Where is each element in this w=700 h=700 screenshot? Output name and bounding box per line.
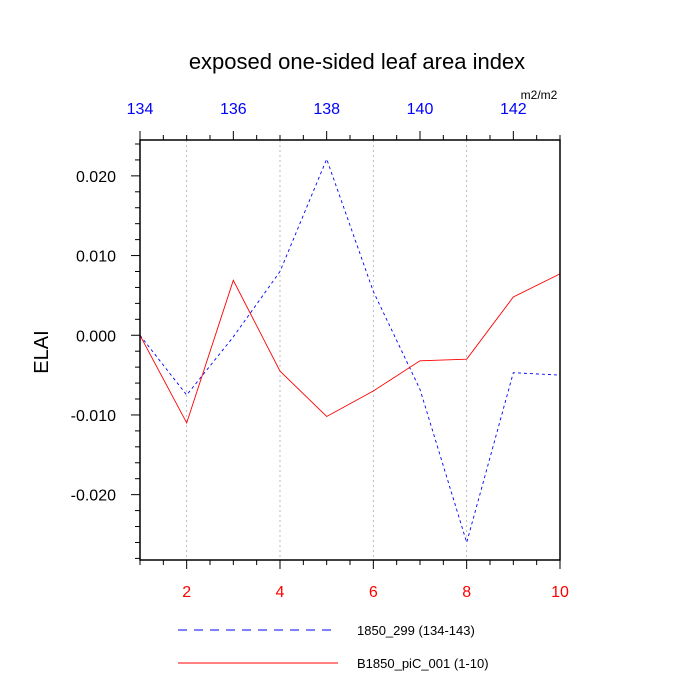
bottom-axis-tick-label: 10 <box>551 584 569 601</box>
axis-layer: 2 4 6 8 10 134 136 138 140 142 0.020 0.010 0.000 -0.0… <box>71 101 569 601</box>
top-axis-tick-label: 136 <box>220 101 247 118</box>
legend-label-1: 1850_299 (134-143) <box>357 623 475 638</box>
series-line-2 <box>139 273 561 425</box>
plot-frame <box>139 139 561 561</box>
chart-title: exposed one-sided leaf area index <box>189 49 525 74</box>
bottom-axis-tick-label: 4 <box>276 584 285 601</box>
bottom-axis-tick-label: 6 <box>369 584 378 601</box>
y-axis-tick-label: 0.020 <box>76 169 116 186</box>
y-axis-label: ELAI <box>31 330 53 373</box>
top-axis-tick-label: 140 <box>407 101 434 118</box>
vertical-gridlines <box>186 140 468 560</box>
y-axis-tick-label: -0.020 <box>71 488 116 505</box>
series-line-1 <box>139 157 561 545</box>
top-axis-tick-label: 134 <box>127 101 154 118</box>
bottom-axis-tick-label: 2 <box>182 584 191 601</box>
y-axis-tick-label: -0.010 <box>71 408 116 425</box>
bottom-axis-tick-label: 8 <box>462 584 471 601</box>
y-axis-tick-label: 0.010 <box>76 249 116 266</box>
top-axis-tick-label: 138 <box>313 101 340 118</box>
y-axis-tick-label: 0.000 <box>76 328 116 345</box>
legend-label-2: B1850_piC_001 (1-10) <box>357 656 489 671</box>
legend: 1850_299 (134-143) B1850_piC_001 (1-10) <box>178 623 489 671</box>
series-layer <box>139 157 561 545</box>
top-axis-tick-label: 142 <box>500 101 527 118</box>
units-label: m2/m2 <box>521 88 558 102</box>
